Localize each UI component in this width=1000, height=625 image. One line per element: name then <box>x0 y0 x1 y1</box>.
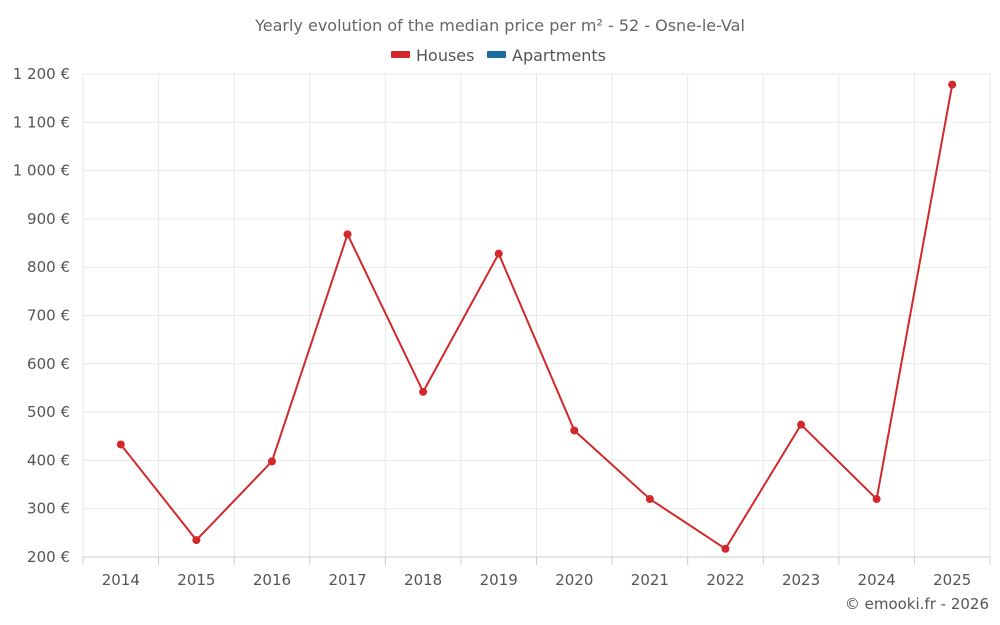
data-point-houses[interactable] <box>343 230 352 239</box>
x-tick-label: 2022 <box>706 571 744 589</box>
y-axis-labels: 200 € 300 € 400 € 500 € 600 € 700 € 800 € 900 €… <box>13 65 70 566</box>
x-tick-label: 2023 <box>782 571 820 589</box>
legend-label-apartments: Apartments <box>512 46 606 65</box>
legend-item-apartments[interactable]: Apartments <box>487 46 606 65</box>
data-point-houses[interactable] <box>116 440 125 449</box>
y-tick-label: 600 € <box>27 355 70 373</box>
x-tick-label: 2025 <box>933 571 971 589</box>
x-tick-label: 2016 <box>253 571 291 589</box>
x-tick-label: 2024 <box>858 571 896 589</box>
data-point-houses[interactable] <box>494 249 503 258</box>
data-point-houses[interactable] <box>570 426 579 435</box>
series-points <box>116 80 957 553</box>
y-tick-label: 900 € <box>27 210 70 228</box>
x-gridlines <box>82 74 991 557</box>
y-tick-label: 500 € <box>27 403 70 421</box>
series-line-houses <box>120 84 954 550</box>
data-point-houses[interactable] <box>721 544 730 553</box>
y-tick-label: 300 € <box>27 500 70 518</box>
legend-swatch-apartments <box>487 51 506 58</box>
y-tick-label: 400 € <box>27 451 70 469</box>
y-tick-label: 800 € <box>27 258 70 276</box>
x-tick-label: 2019 <box>480 571 518 589</box>
x-tick-label: 2021 <box>631 571 669 589</box>
y-tick-label: 1 000 € <box>13 162 70 180</box>
legend-swatch-houses <box>391 51 410 58</box>
legend-item-houses[interactable]: Houses <box>391 46 474 65</box>
series-lines <box>120 84 954 550</box>
chart-title: Yearly evolution of the median price per… <box>254 16 745 35</box>
data-point-houses[interactable] <box>797 420 806 429</box>
y-tick-label: 700 € <box>27 307 70 325</box>
y-tick-label: 200 € <box>27 548 70 566</box>
data-point-houses[interactable] <box>948 80 957 89</box>
legend-label-houses: Houses <box>416 46 474 65</box>
x-axis-labels: 2014 2015 2016 2017 2018 2019 2020 2021 2022 2023… <box>102 571 972 589</box>
x-tick-label: 2015 <box>177 571 215 589</box>
y-tick-label: 1 200 € <box>13 65 70 83</box>
data-point-houses[interactable] <box>267 457 276 466</box>
x-tick-label: 2020 <box>555 571 593 589</box>
data-point-houses[interactable] <box>419 387 428 396</box>
x-axis <box>82 556 991 565</box>
x-tick-label: 2017 <box>328 571 366 589</box>
data-point-houses[interactable] <box>872 495 881 504</box>
y-tick-label: 1 100 € <box>13 113 70 131</box>
credit-text: © emooki.fr - 2026 <box>845 595 989 613</box>
data-point-houses[interactable] <box>192 536 201 545</box>
legend: Houses Apartments <box>391 46 606 65</box>
x-tick-label: 2018 <box>404 571 442 589</box>
x-tick-label: 2014 <box>102 571 140 589</box>
data-point-houses[interactable] <box>645 495 654 504</box>
